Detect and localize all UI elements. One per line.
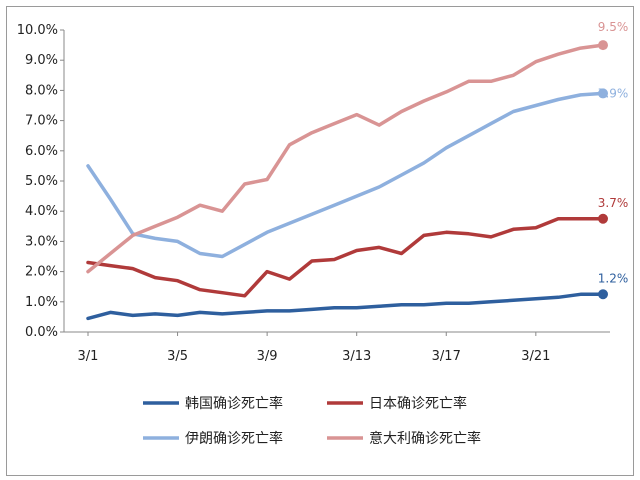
y-tick-label: 4.0%: [25, 204, 58, 219]
series-group: 3.7%: [86, 196, 629, 298]
legend-item: 韩国确诊死亡率: [143, 395, 283, 412]
series-end-marker: [598, 289, 608, 300]
x-tick-label: 3/13: [342, 349, 371, 364]
y-tick-label: 9.0%: [25, 53, 58, 68]
y-tick-label: 0.0%: [25, 325, 58, 340]
legend-item: 伊朗确诊死亡率: [143, 430, 283, 447]
series-end-label: 9.5%: [598, 20, 629, 34]
series-group: 9.5%: [86, 20, 629, 274]
y-tick-label: 1.0%: [25, 295, 58, 310]
series-group: 1.2%: [86, 271, 629, 321]
y-tick-label: 8.0%: [25, 83, 58, 98]
series-end-marker: [598, 40, 608, 51]
x-tick-label: 3/9: [257, 349, 278, 364]
y-tick-label: 6.0%: [25, 144, 58, 159]
legend-item: 意大利确诊死亡率: [327, 430, 481, 447]
chart-frame: [6, 6, 634, 476]
y-tick-label: 5.0%: [25, 174, 58, 189]
legend-label: 韩国确诊死亡率: [185, 395, 283, 412]
series-end-marker: [598, 88, 608, 99]
series-end-marker: [598, 213, 608, 224]
y-tick-label: 2.0%: [25, 265, 58, 280]
x-tick-label: 3/17: [432, 349, 461, 364]
y-tick-label: 7.0%: [25, 114, 58, 129]
series-layer: 1.2% 3.7% 7.9% 9.5%: [86, 20, 629, 321]
series-line: [86, 43, 605, 274]
x-tick-label: 3/21: [521, 349, 550, 364]
series-end-label: 3.7%: [598, 196, 629, 210]
y-tick-label: 10.0%: [17, 23, 58, 38]
series-end-label: 1.2%: [598, 271, 629, 285]
x-tick-label: 3/1: [78, 349, 99, 364]
series-line: [86, 91, 605, 259]
series-line: [86, 217, 605, 298]
x-tick-label: 3/5: [167, 349, 188, 364]
axes: 0.0% 1.0% 2.0% 3.0% 4.0% 5.0% 6.0% 7.0% 8.0% 9.0%…: [17, 23, 610, 364]
legend-item: 日本确诊死亡率: [327, 395, 467, 412]
series-group: 7.9%: [86, 86, 629, 259]
legend-label: 伊朗确诊死亡率: [185, 430, 283, 447]
y-tick-label: 3.0%: [25, 234, 58, 249]
series-line: [86, 292, 605, 321]
legend-label: 日本确诊死亡率: [369, 395, 467, 412]
legend-label: 意大利确诊死亡率: [369, 430, 481, 447]
series-end-label: 7.9%: [598, 86, 629, 100]
